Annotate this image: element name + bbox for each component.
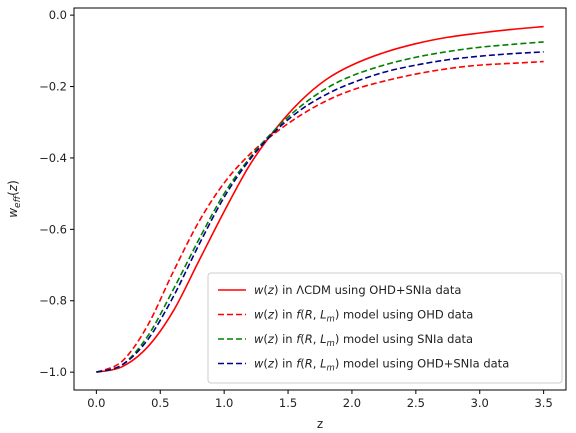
x-tick-label: 2.0 [343, 396, 361, 410]
legend-box [207, 272, 563, 384]
plot-frame [73, 7, 567, 391]
y-tick-label: −0.8 [39, 294, 67, 308]
x-tick-label: 2.5 [407, 396, 425, 410]
y-tick-label: 0.0 [49, 8, 67, 22]
series-line-1 [96, 25, 544, 373]
x-tick-label: 1.0 [215, 396, 233, 410]
y-tick-label: −0.4 [39, 151, 67, 165]
y-tick-label: −1.0 [39, 365, 67, 379]
legend-entry-1: w(z) in ΛCDM using OHD+SNIa data [254, 283, 461, 297]
legend-entry-3: w(z) in f(R, Lm) model using SNIa data [254, 332, 473, 349]
legend-entry-4: w(z) in f(R, Lm) model using OHD+SNIa da… [254, 357, 509, 374]
legend-entry-2: w(z) in f(R, Lm) model using OHD data [254, 308, 473, 325]
x-tick-label: 3.0 [471, 396, 489, 410]
series-line-2 [96, 60, 544, 373]
plot-area [96, 25, 544, 373]
y-axis-label: weff(z) [6, 180, 23, 218]
x-tick-label: 3.5 [534, 396, 552, 410]
x-tick-label: 1.5 [279, 396, 297, 410]
axes: 0.0 0.5 1.0 1.5 2.0 2.5 3.0 3.5 0.0 −0.2 −0.4 −0.6 −… [39, 7, 567, 410]
series-line-3 [96, 41, 544, 373]
x-axis-label: z [317, 417, 323, 431]
series-line-4 [96, 51, 544, 373]
y-tick-label: −0.2 [39, 80, 67, 94]
y-tick-label: −0.6 [39, 222, 67, 236]
legend: w(z) in ΛCDM using OHD+SNIa data w(z) in … [207, 272, 563, 384]
x-tick-label: 0.0 [87, 396, 105, 410]
x-tick-label: 0.5 [151, 396, 169, 410]
